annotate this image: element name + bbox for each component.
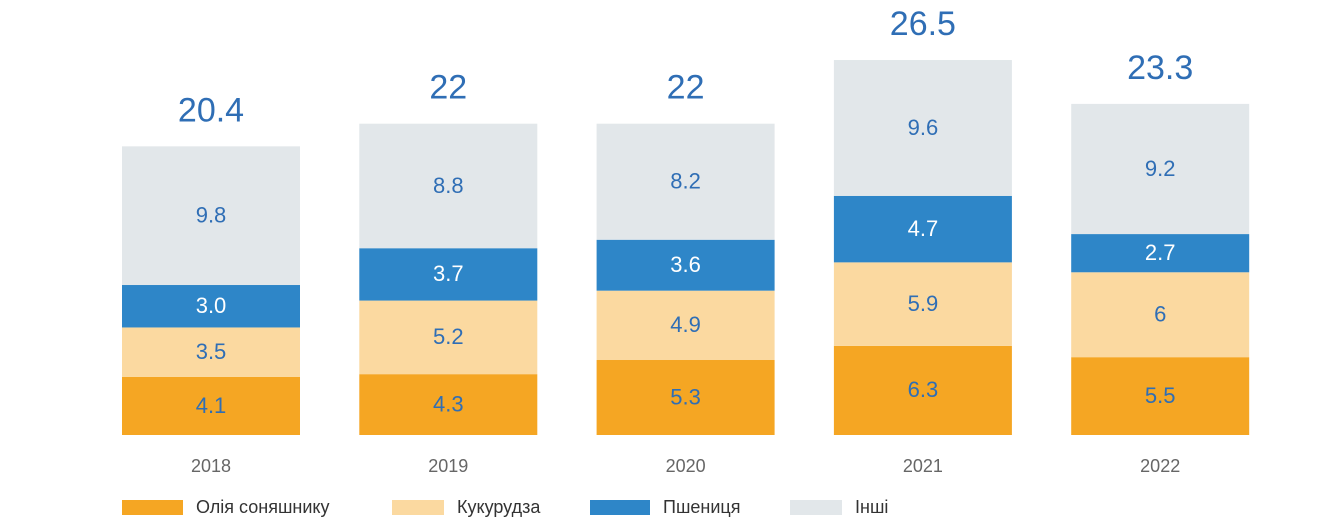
total-label: 22 bbox=[667, 69, 705, 107]
bar-segment bbox=[596, 360, 775, 435]
legend-label: Інші bbox=[855, 497, 888, 517]
value-label: 5.2 bbox=[433, 324, 464, 349]
value-label: 9.2 bbox=[1145, 156, 1176, 181]
value-label: 9.8 bbox=[196, 202, 227, 227]
bar-segment bbox=[1071, 103, 1250, 235]
bar-segment bbox=[359, 374, 538, 435]
value-label: 5.9 bbox=[908, 291, 939, 316]
value-label: 4.7 bbox=[908, 216, 939, 241]
value-label: 8.8 bbox=[433, 173, 464, 198]
bar-segment bbox=[833, 262, 1012, 346]
bar-segment bbox=[122, 285, 300, 328]
bar-segment bbox=[122, 376, 300, 435]
x-tick-label: 2021 bbox=[903, 456, 943, 476]
value-label: 4.9 bbox=[670, 312, 701, 337]
value-label: 3.6 bbox=[670, 252, 701, 277]
total-label: 22 bbox=[429, 69, 467, 107]
total-label: 26.5 bbox=[890, 5, 956, 43]
bar-segment bbox=[1071, 272, 1250, 358]
x-tick-label: 2018 bbox=[191, 456, 231, 476]
bar-segment bbox=[596, 290, 775, 361]
value-label: 6.3 bbox=[908, 377, 939, 402]
total-label: 20.4 bbox=[178, 91, 244, 129]
bar-segment bbox=[1071, 357, 1250, 435]
bar-segment bbox=[359, 248, 538, 301]
legend-swatch bbox=[392, 500, 444, 515]
bar-segment bbox=[359, 300, 538, 375]
bar-segment bbox=[596, 123, 775, 240]
legend-label: Кукурудза bbox=[457, 497, 541, 517]
value-label: 5.3 bbox=[670, 384, 701, 409]
x-tick-label: 2019 bbox=[428, 456, 468, 476]
legend-label: Олія соняшнику bbox=[196, 497, 329, 517]
bar-segment bbox=[1071, 234, 1250, 273]
value-label: 3.0 bbox=[196, 293, 227, 318]
value-label: 3.5 bbox=[196, 339, 227, 364]
bar-segment bbox=[359, 123, 538, 249]
x-tick-label: 2022 bbox=[1140, 456, 1180, 476]
legend-swatch bbox=[590, 500, 650, 515]
value-label: 4.1 bbox=[196, 393, 227, 418]
bar-segment bbox=[833, 345, 1012, 435]
value-label: 4.3 bbox=[433, 391, 464, 416]
value-label: 3.7 bbox=[433, 261, 464, 286]
legend-label: Пшениця bbox=[663, 497, 740, 517]
x-tick-label: 2020 bbox=[666, 456, 706, 476]
bar-segment bbox=[596, 239, 775, 291]
total-label: 23.3 bbox=[1127, 49, 1193, 87]
bar-segment bbox=[122, 146, 300, 286]
value-label: 2.7 bbox=[1145, 240, 1176, 265]
value-label: 6 bbox=[1154, 302, 1166, 327]
value-label: 9.6 bbox=[908, 115, 939, 140]
bar-segment bbox=[122, 327, 300, 377]
bar-segment bbox=[833, 195, 1012, 263]
legend-swatch bbox=[122, 500, 183, 515]
legend-swatch bbox=[790, 500, 842, 515]
value-label: 5.5 bbox=[1145, 383, 1176, 408]
value-label: 8.2 bbox=[670, 169, 701, 194]
bar-segment bbox=[833, 60, 1012, 196]
